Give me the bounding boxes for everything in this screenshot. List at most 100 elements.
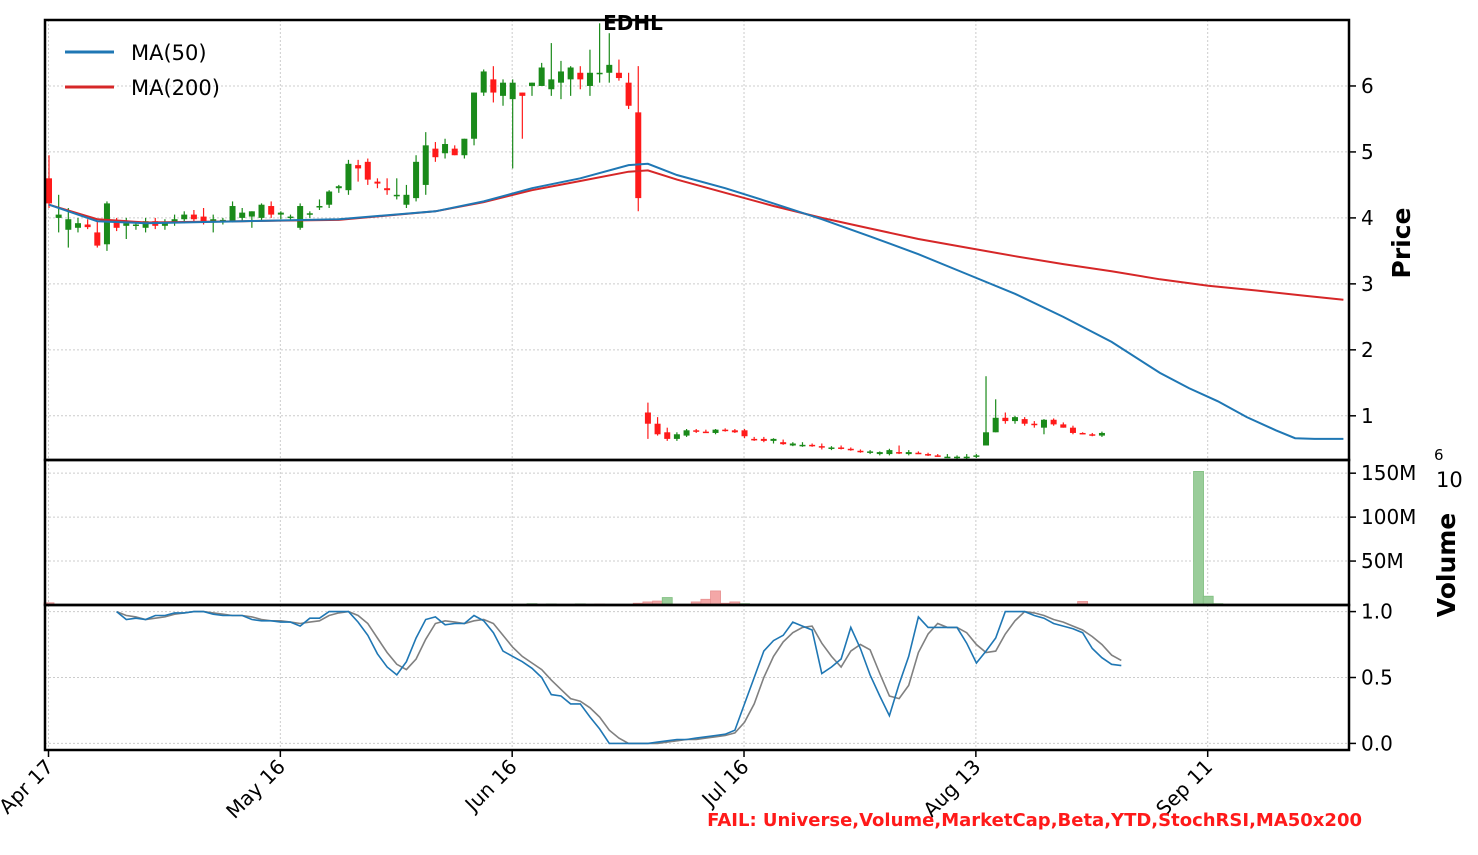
candle-body xyxy=(355,165,362,169)
candle-body xyxy=(1050,419,1057,425)
candle-body xyxy=(190,214,197,220)
candle-body xyxy=(316,206,323,208)
candle xyxy=(780,439,787,445)
candle xyxy=(683,428,690,437)
candle-body xyxy=(925,454,932,456)
legend-ma50-label: MA(50) xyxy=(131,41,207,65)
candle-body xyxy=(123,223,130,226)
candle xyxy=(1050,418,1057,426)
candle xyxy=(751,436,758,441)
candle-body xyxy=(847,448,854,451)
candle-body xyxy=(818,446,825,448)
candle xyxy=(229,201,236,223)
volume-exponent-base: 10 xyxy=(1436,468,1463,492)
candle-body xyxy=(944,456,951,459)
candle xyxy=(644,402,651,439)
candle xyxy=(606,33,613,83)
candle xyxy=(277,211,284,220)
candle-body xyxy=(384,188,391,191)
candle xyxy=(490,66,497,103)
candle xyxy=(712,428,719,435)
candle-body xyxy=(287,216,294,219)
candle-body xyxy=(239,212,246,218)
candle-body xyxy=(896,452,903,454)
candle-body xyxy=(1060,424,1067,428)
candle-body xyxy=(809,444,816,447)
candle-body xyxy=(393,194,400,197)
price-panel: 1 2 3 4 5 6 EDHL Price MA(50) MA(200) xyxy=(43,11,1416,750)
price-y-tick-label: 2 xyxy=(1361,338,1374,362)
candle xyxy=(451,145,458,156)
price-y-tick-label: 5 xyxy=(1361,140,1374,164)
legend-ma200-label: MA(200) xyxy=(131,76,220,100)
candle-body xyxy=(46,178,52,204)
candle-body xyxy=(113,221,120,228)
candle-body xyxy=(838,447,845,449)
candle xyxy=(1089,432,1096,437)
price-y-ticks: 1 2 3 4 5 6 xyxy=(1349,74,1374,428)
candle xyxy=(973,454,980,459)
stochrsi-y-tick-label: 1.0 xyxy=(1361,600,1393,624)
candle xyxy=(905,450,912,456)
candle-body xyxy=(635,112,642,199)
candle-body xyxy=(480,71,487,93)
x-tick-label: Apr 17 xyxy=(0,755,58,819)
candle xyxy=(1040,419,1047,435)
price-grid xyxy=(45,20,1349,750)
candle-body xyxy=(905,452,912,455)
candle-body xyxy=(55,214,62,218)
candle-body xyxy=(567,67,574,80)
volume-exponent-power: 6 xyxy=(1434,446,1444,464)
candle-body xyxy=(229,206,236,222)
candle-body xyxy=(258,204,265,218)
candle xyxy=(741,428,748,439)
candle-body xyxy=(306,213,313,215)
candle xyxy=(857,449,864,453)
candle xyxy=(384,178,391,195)
candle-body xyxy=(403,194,410,205)
candle-body xyxy=(770,438,777,441)
candle-body xyxy=(94,232,101,246)
candle xyxy=(94,221,101,248)
candle xyxy=(1031,421,1038,428)
candle-body xyxy=(751,438,758,441)
candle xyxy=(876,451,883,456)
candle xyxy=(828,446,835,451)
candle-body xyxy=(326,191,333,205)
candle-body xyxy=(297,206,304,228)
candle xyxy=(925,452,932,457)
candle xyxy=(161,219,168,230)
candle-body xyxy=(780,442,787,445)
candle xyxy=(567,66,574,96)
candle-body xyxy=(693,430,700,432)
price-axis-label: Price xyxy=(1387,208,1416,279)
candle-body xyxy=(973,455,980,457)
candle xyxy=(1060,422,1067,428)
candle xyxy=(413,155,420,202)
candle-body xyxy=(596,72,603,75)
candle xyxy=(442,138,449,159)
candle xyxy=(625,72,632,110)
stochrsi-grid xyxy=(45,611,1349,744)
price-candles xyxy=(46,23,1105,460)
volume-y-tick-label: 150M xyxy=(1361,461,1416,485)
candle-body xyxy=(200,216,207,222)
candle-body xyxy=(857,450,864,453)
x-tick-label: Jul 16 xyxy=(696,755,754,813)
x-tick-label: May 16 xyxy=(221,755,290,824)
candle xyxy=(867,450,874,455)
candle-body xyxy=(432,148,439,158)
candle xyxy=(693,428,700,433)
candle-body xyxy=(683,430,690,436)
candle-body xyxy=(65,219,72,230)
volume-y-tick-label: 100M xyxy=(1361,505,1416,529)
candle-body xyxy=(799,444,806,447)
candle-body xyxy=(963,456,970,459)
candle xyxy=(258,203,265,222)
candle xyxy=(915,451,922,455)
candle xyxy=(1021,417,1028,426)
candle xyxy=(239,208,246,222)
stochrsi-y-ticks: 0.0 0.5 1.0 xyxy=(1349,600,1393,755)
candle xyxy=(722,428,729,432)
candle xyxy=(335,184,342,193)
